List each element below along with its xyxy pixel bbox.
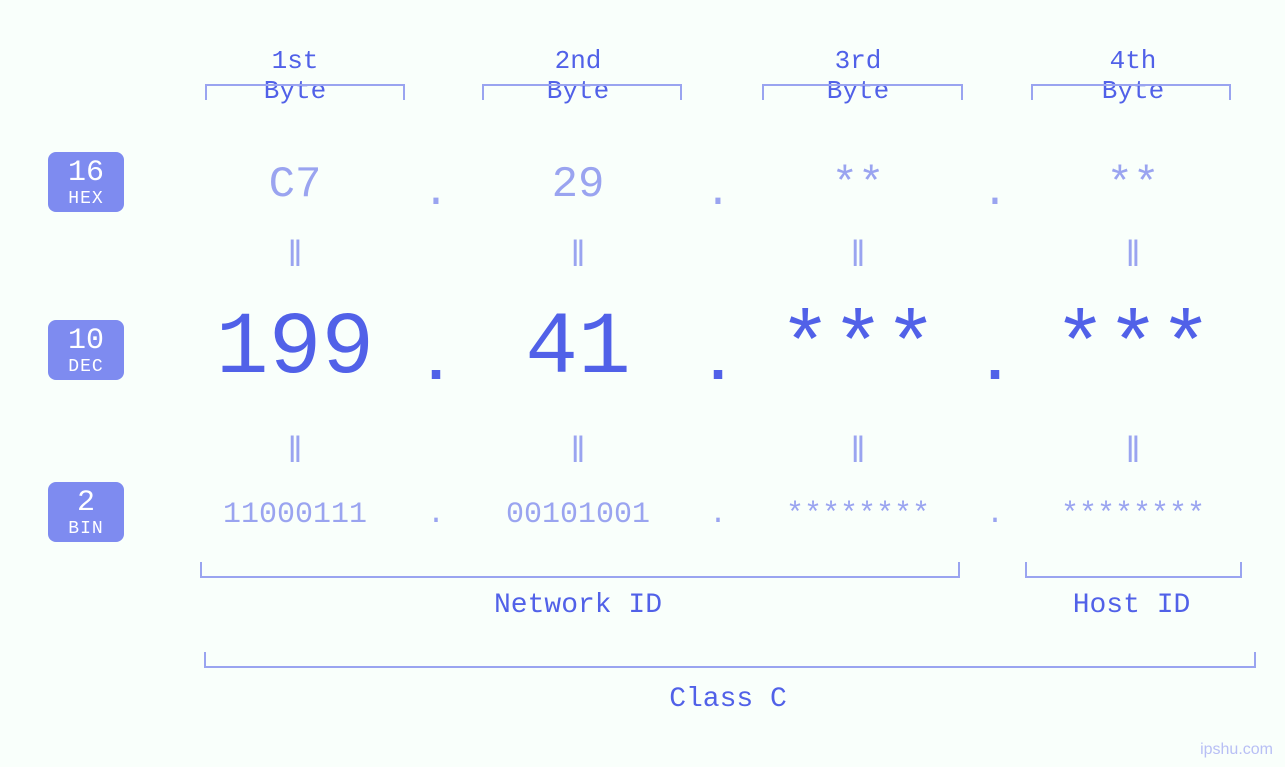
bin-byte-2: 00101001 [448, 498, 708, 532]
bin-byte-3: ******** [728, 498, 988, 532]
badge-dec-label: DEC [48, 358, 124, 376]
badge-bin-num: 2 [48, 488, 124, 518]
hex-byte-2: 29 [478, 160, 678, 210]
badge-hex: 16 HEX [48, 152, 124, 212]
badge-dec-num: 10 [48, 326, 124, 356]
badge-bin: 2 BIN [48, 482, 124, 542]
class-label: Class C [204, 684, 1252, 715]
hex-dot-3: . [977, 168, 1013, 218]
byte-bracket-4 [1031, 84, 1231, 100]
badge-hex-num: 16 [48, 158, 124, 188]
network-bracket [200, 562, 960, 578]
dec-byte-3: *** [738, 300, 978, 399]
bin-byte-4: ******** [1003, 498, 1263, 532]
bin-byte-1: 11000111 [165, 498, 425, 532]
hex-byte-1: C7 [195, 160, 395, 210]
dec-byte-2: 41 [458, 300, 698, 399]
eq-2-2: ǁ [560, 432, 596, 473]
hex-byte-4: ** [1033, 160, 1233, 210]
hex-byte-3: ** [758, 160, 958, 210]
dec-byte-4: *** [1013, 300, 1253, 399]
byte-bracket-3 [762, 84, 963, 100]
eq-2-4: ǁ [1115, 432, 1151, 473]
byte-bracket-2 [482, 84, 682, 100]
badge-hex-label: HEX [48, 190, 124, 208]
eq-2-3: ǁ [840, 432, 876, 473]
eq-1-4: ǁ [1115, 236, 1151, 277]
dec-dot-1: . [408, 330, 464, 398]
diagram-root: 1st Byte 2nd Byte 3rd Byte 4th Byte 16 H… [0, 0, 1285, 767]
hex-dot-1: . [418, 168, 454, 218]
dec-byte-1: 199 [175, 300, 415, 399]
badge-dec: 10 DEC [48, 320, 124, 380]
eq-1-1: ǁ [277, 236, 313, 277]
badge-bin-label: BIN [48, 520, 124, 538]
watermark: ipshu.com [1200, 741, 1273, 759]
eq-1-2: ǁ [560, 236, 596, 277]
eq-1-3: ǁ [840, 236, 876, 277]
network-label: Network ID [200, 590, 956, 621]
host-label: Host ID [1025, 590, 1238, 621]
class-bracket [204, 652, 1256, 668]
host-bracket [1025, 562, 1242, 578]
byte-bracket-1 [205, 84, 405, 100]
eq-2-1: ǁ [277, 432, 313, 473]
hex-dot-2: . [700, 168, 736, 218]
bin-dot-1: . [422, 498, 450, 532]
